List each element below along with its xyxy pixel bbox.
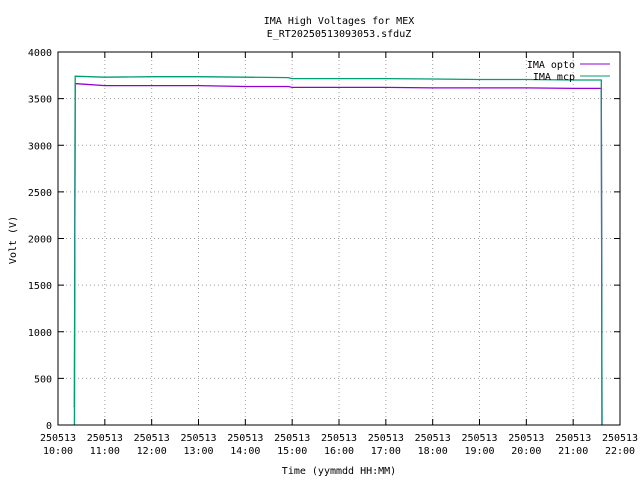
x-tick-label-date: 250513 [368,433,404,444]
x-tick-label-date: 250513 [227,433,263,444]
x-tick-label-time: 19:00 [464,446,494,457]
x-tick-label-time: 10:00 [43,446,73,457]
x-tick-label-date: 250513 [602,433,638,444]
y-tick-label: 500 [34,374,52,385]
tick-labels: 0 500 1000 1500 2000 2500 3000 3500 4000 250513 10… [28,48,638,457]
x-tick-label-date: 250513 [180,433,216,444]
x-tick-label-time: 11:00 [90,446,120,457]
x-tick-label-date: 250513 [321,433,357,444]
x-tick-label-time: 13:00 [183,446,213,457]
x-tick-label-date: 250513 [87,433,123,444]
x-tick-label-date: 250513 [461,433,497,444]
x-tick-label-time: 21:00 [558,446,588,457]
x-tick-label-date: 250513 [415,433,451,444]
series-layer [73,75,603,426]
x-tick-label-date: 250513 [274,433,310,444]
y-tick-label: 1000 [28,328,52,339]
series-line-ima-mcp [73,75,603,426]
x-tick-label-time: 22:00 [605,446,635,457]
y-axis-label: Volt (V) [8,216,19,264]
y-tick-label: 0 [46,421,52,432]
legend-label-ima-opto: IMA opto [527,60,575,71]
y-tick-label: 3500 [28,95,52,106]
x-tick-label-time: 18:00 [418,446,448,457]
ticks [57,51,621,426]
x-tick-label-time: 16:00 [324,446,354,457]
x-tick-label-date: 250513 [134,433,170,444]
series-line-ima-opto [73,83,603,426]
chart-title: IMA High Voltages for MEX [264,16,415,27]
legend: IMA opto IMA mcp [527,60,610,83]
x-tick-label-time: 15:00 [277,446,307,457]
x-tick-label-time: 20:00 [511,446,541,457]
y-tick-label: 1500 [28,281,52,292]
x-tick-label-date: 250513 [555,433,591,444]
y-tick-label: 2000 [28,235,52,246]
x-tick-label-time: 12:00 [137,446,167,457]
y-tick-label: 2500 [28,188,52,199]
chart-subtitle: E_RT20250513093053.sfduZ [267,29,412,40]
x-tick-label-date: 250513 [40,433,76,444]
y-tick-label: 4000 [28,48,52,59]
x-tick-label-time: 17:00 [371,446,401,457]
x-tick-label-date: 250513 [508,433,544,444]
y-tick-label: 3000 [28,141,52,152]
grid [58,52,620,425]
legend-label-ima-mcp: IMA mcp [533,72,575,83]
x-tick-label-time: 14:00 [230,446,260,457]
x-axis-label: Time (yymmdd HH:MM) [282,466,396,477]
